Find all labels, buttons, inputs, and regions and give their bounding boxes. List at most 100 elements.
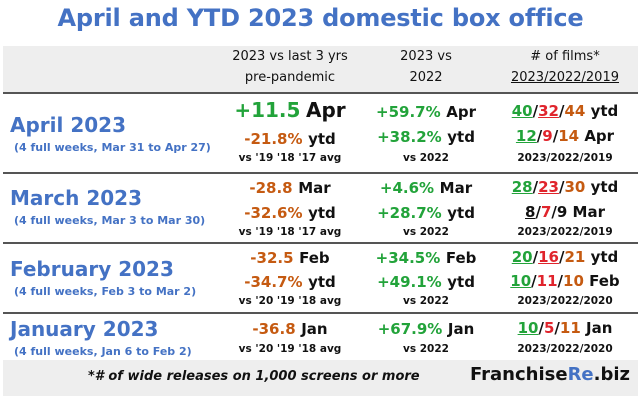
- c3-a-v2: 23: [538, 178, 559, 196]
- c3-b-v1: 8: [525, 203, 536, 221]
- header-band: [3, 46, 638, 92]
- c2-b-label: ytd: [447, 128, 475, 146]
- c3-a-label: ytd: [590, 178, 619, 196]
- c1-main: +11.5 Apr: [222, 98, 358, 122]
- c1-note: vs '19 '18 '17 avg: [238, 226, 342, 238]
- c3-a: 40/32/44 ytd: [495, 102, 635, 120]
- separator: /: [557, 272, 564, 290]
- c2-a-label: Mar: [439, 179, 473, 197]
- c1-note: vs '20 '19 '18 avg: [238, 295, 342, 307]
- date-range: (4 full weeks, Mar 31 to Apr 27): [14, 141, 211, 154]
- header-col3-line2: 2023/2022/2019: [510, 70, 619, 85]
- header-col1: 2023 vs last 3 yrs pre-pandemic: [222, 46, 358, 88]
- c3-b-v3: 10: [563, 272, 584, 290]
- c3-b-v2: 5: [543, 319, 555, 337]
- c2-b: +28.7% ytd: [370, 203, 482, 222]
- header-col1-line1: 2023 vs last 3 yrs: [232, 49, 348, 64]
- c1-main-label: Mar: [298, 179, 331, 197]
- divider: [3, 312, 638, 314]
- c3-note: 2023/2022/2020: [517, 295, 613, 307]
- c2-b: +49.1% ytd: [370, 272, 482, 291]
- c3-b-label: Apr: [584, 127, 615, 145]
- c1-main: -32.5 Feb: [222, 248, 358, 267]
- separator: /: [536, 127, 543, 145]
- c2-a-label: Jan: [447, 320, 475, 338]
- c1-sub-value: -21.8%: [244, 130, 303, 148]
- month-label: January 2023: [10, 317, 159, 341]
- c2-a: +4.6% Mar: [370, 178, 482, 197]
- c2-b-value: +28.7%: [377, 204, 442, 222]
- c3-a-v1: 40: [511, 102, 533, 120]
- c1-main-label: Jan: [301, 320, 328, 338]
- brand-logo: FranchiseRe.biz: [470, 364, 630, 385]
- c3-a-label: ytd: [590, 248, 619, 266]
- c1-main-value: -28.8: [249, 179, 293, 197]
- header-col2-line2: 2022: [409, 70, 443, 85]
- month-label: March 2023: [10, 186, 142, 210]
- c2-note: vs 2022: [403, 152, 449, 164]
- divider: [3, 92, 638, 94]
- c2-a-value: +4.6%: [379, 179, 435, 197]
- separator: /: [552, 127, 559, 145]
- c2-a: +59.7% Apr: [370, 102, 482, 121]
- c3-note: 2023/2022/2019: [517, 152, 613, 164]
- c1-note: vs '20 '19 '18 avg: [238, 343, 342, 355]
- brand-part: Franchise: [470, 364, 568, 385]
- c2-a-value: +59.7%: [376, 103, 441, 121]
- c1-sub: -34.7% ytd: [222, 272, 358, 291]
- c3-b-v1: 12: [515, 127, 537, 145]
- separator: /: [554, 319, 560, 337]
- c3-a-v1: 20: [511, 248, 533, 266]
- c1-sub-value: -34.7%: [244, 273, 303, 291]
- c3-b-v1: 10: [517, 319, 539, 337]
- header-col3-line1: # of films*: [530, 49, 600, 64]
- c1-sub: -21.8% ytd: [222, 129, 358, 148]
- c1-main: -36.8 Jan: [222, 319, 358, 338]
- separator: /: [532, 102, 539, 120]
- c3-b-v3: 9: [556, 203, 568, 221]
- c1-main-label: Feb: [299, 249, 330, 267]
- date-range: (4 full weeks, Feb 3 to Mar 2): [14, 285, 197, 298]
- c2-a-value: +67.9%: [377, 320, 443, 338]
- c3-a-v2: 16: [538, 248, 559, 266]
- c3-a-v3: 21: [564, 248, 586, 266]
- c3-note: 2023/2022/2020: [517, 343, 613, 355]
- header-col2: 2023 vs 2022: [370, 46, 482, 88]
- separator: /: [535, 203, 541, 221]
- c1-main-value: +11.5: [234, 98, 301, 122]
- c1-sub-label: ytd: [308, 204, 336, 222]
- c3-a-v1: 28: [511, 178, 533, 196]
- c2-a: +34.5% Feb: [370, 248, 482, 267]
- c2-note: vs 2022: [403, 295, 449, 307]
- c3-b-v2: 9: [542, 127, 553, 145]
- c3-b-v3: 14: [558, 127, 580, 145]
- c3-b: 10/5/11 Jan: [495, 319, 635, 337]
- c3-a-v2: 32: [538, 102, 559, 120]
- c3-b: 8/7/9 Mar: [495, 203, 635, 221]
- c3-b: 12/9/14 Apr: [495, 127, 635, 145]
- c1-main: -28.8 Mar: [222, 178, 358, 197]
- c3-b-label: Feb: [589, 272, 620, 290]
- header-col3: # of films* 2023/2022/2019: [495, 46, 635, 88]
- separator: /: [531, 272, 537, 290]
- c3-a: 28/23/30 ytd: [495, 178, 635, 196]
- brand-part: Re: [567, 364, 594, 385]
- c3-b-v1: 10: [510, 272, 532, 290]
- footnote: *# of wide releases on 1,000 screens or …: [88, 369, 420, 384]
- c1-main-value: -36.8: [252, 320, 296, 338]
- c2-a-label: Apr: [446, 103, 476, 121]
- c2-b-label: ytd: [447, 273, 475, 291]
- c1-sub: -32.6% ytd: [222, 203, 358, 222]
- c3-b-v3: 11: [559, 319, 581, 337]
- c1-sub-label: ytd: [308, 130, 336, 148]
- separator: /: [532, 248, 539, 266]
- c2-b-label: ytd: [447, 204, 475, 222]
- c2-b: +38.2% ytd: [370, 127, 482, 146]
- divider: [3, 172, 638, 174]
- c3-b-v2: 11: [536, 272, 558, 290]
- date-range: (4 full weeks, Mar 3 to Mar 30): [14, 214, 206, 227]
- separator: /: [551, 203, 557, 221]
- c3-a-label: ytd: [590, 102, 619, 120]
- c3-a-v3: 44: [564, 102, 586, 120]
- c2-a: +67.9% Jan: [370, 319, 482, 338]
